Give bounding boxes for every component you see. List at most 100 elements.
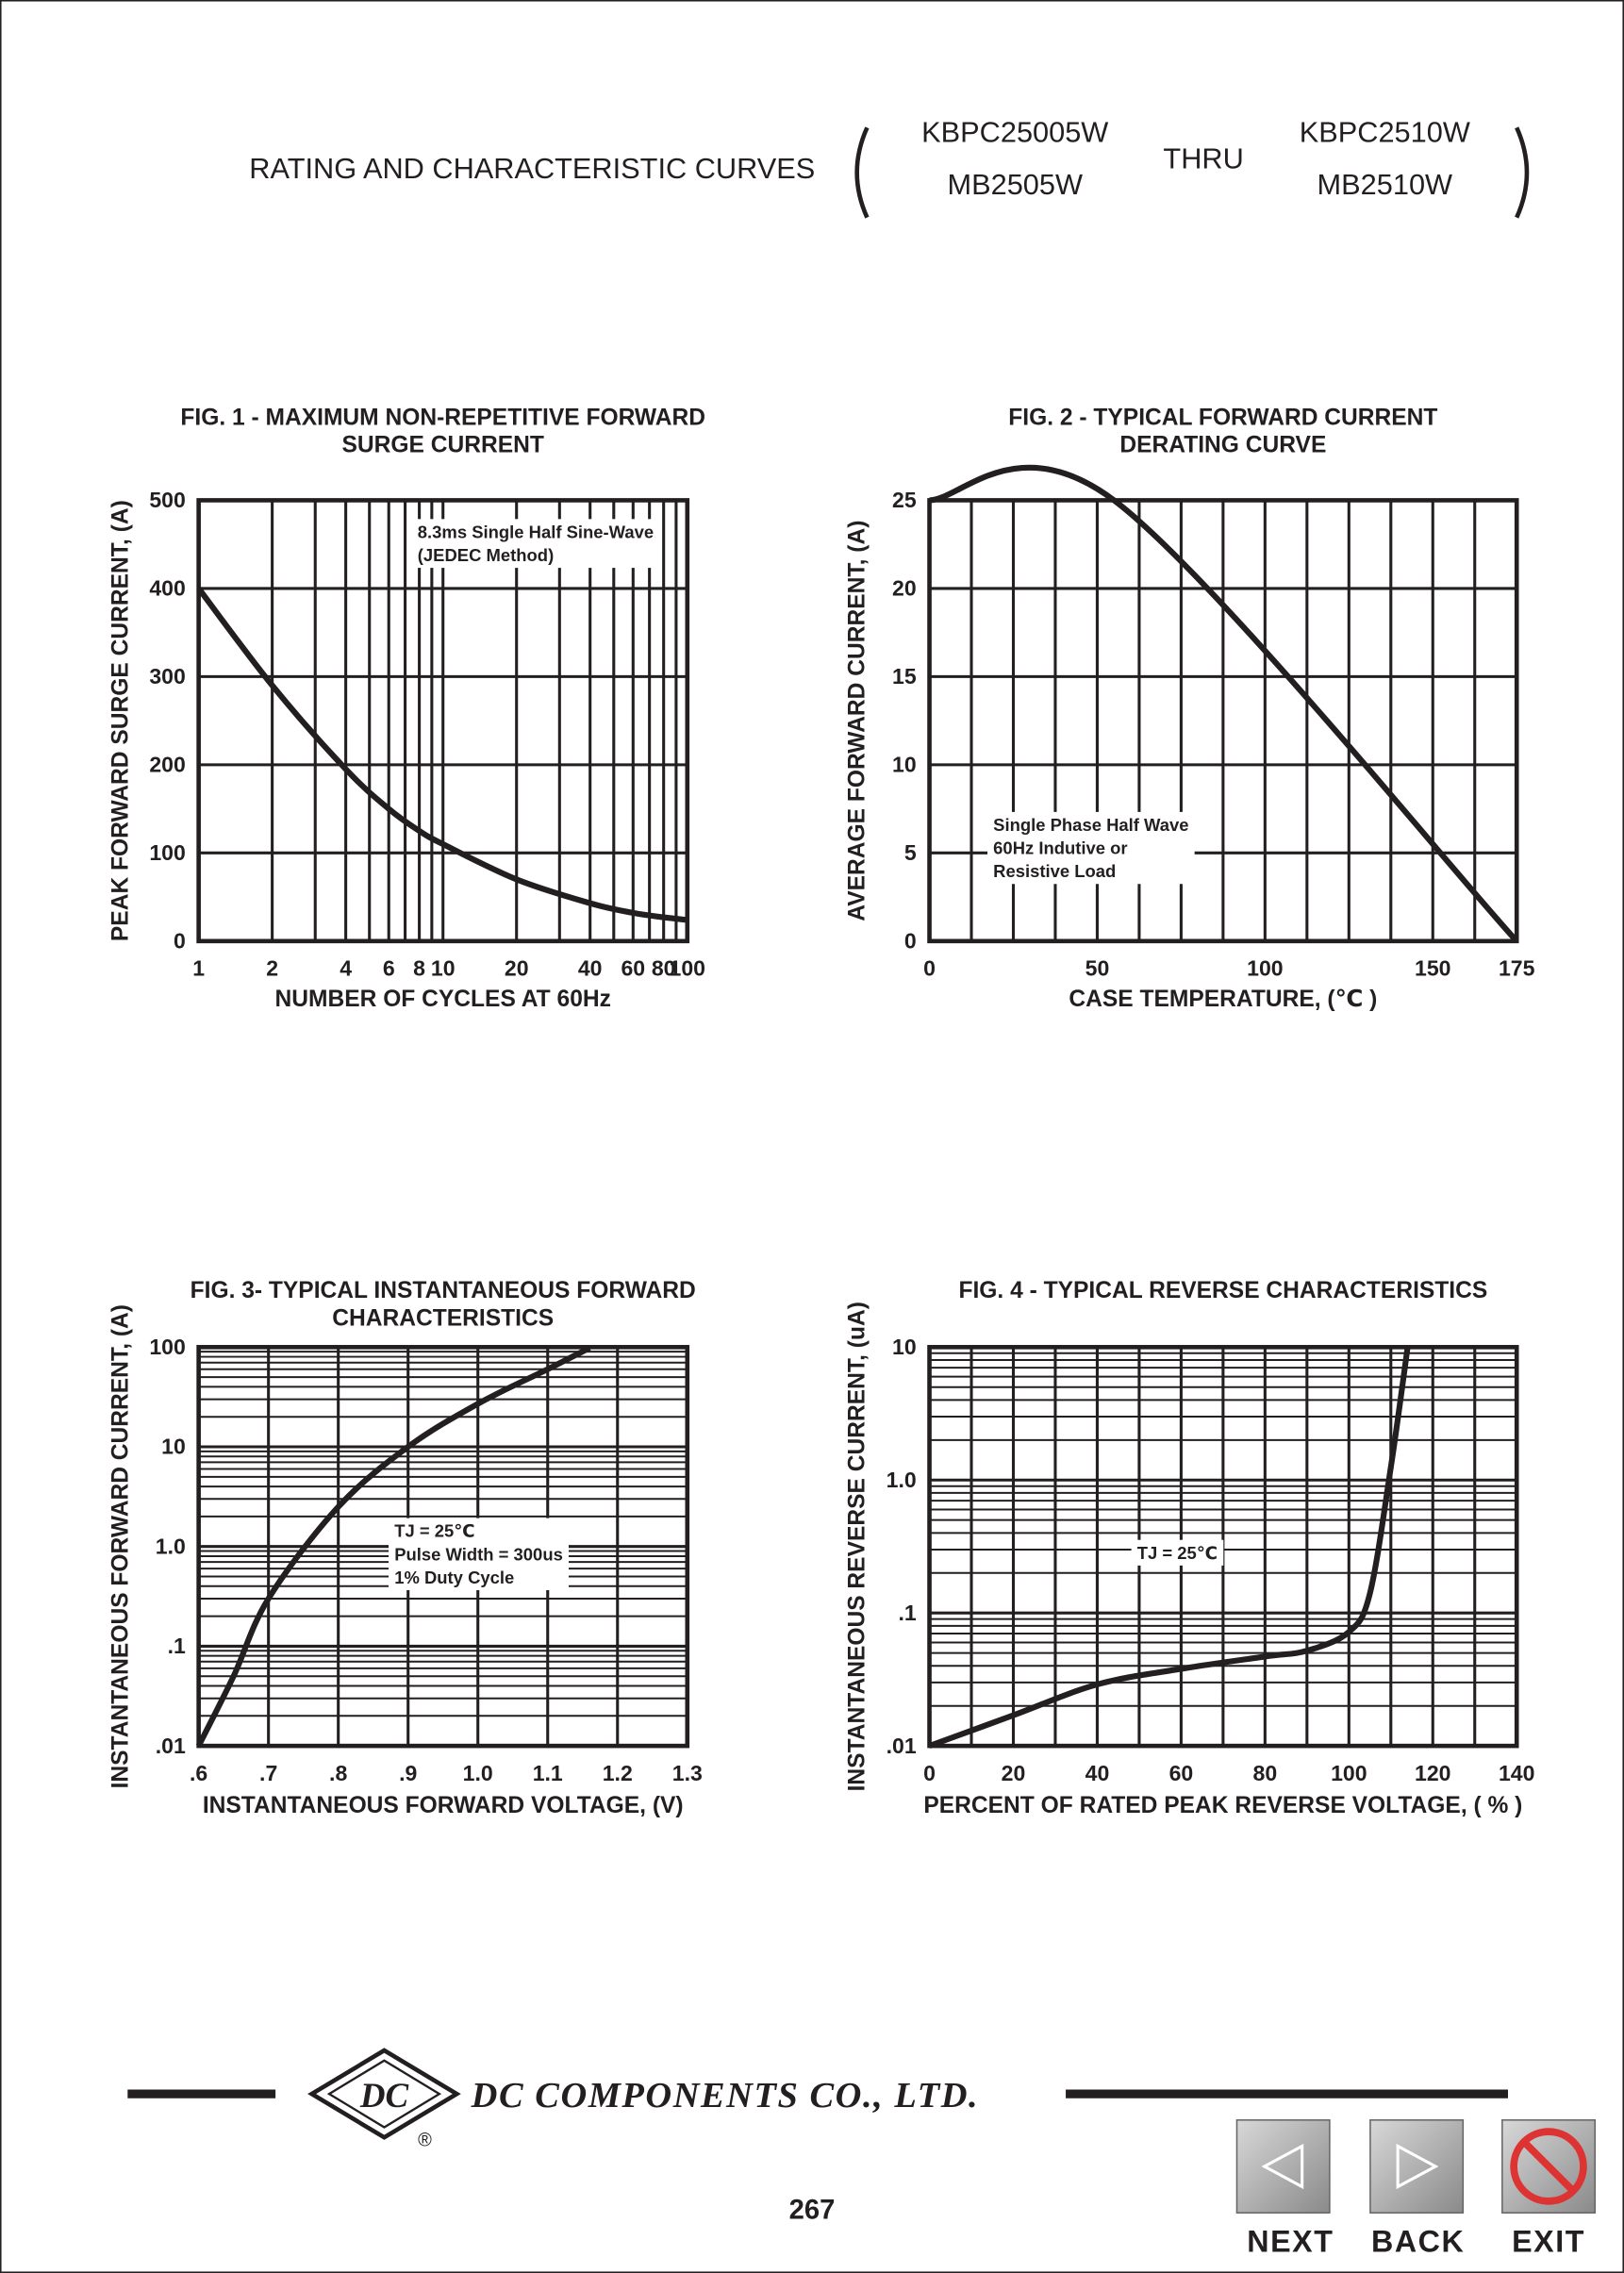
- chart: FIG. 1 - MAXIMUM NON-REPETITIVE FORWARD S…: [108, 405, 705, 1012]
- x-tick-label: 60: [621, 956, 645, 981]
- y-tick-label: .01: [887, 1734, 917, 1758]
- x-tick-label: 0: [923, 956, 936, 981]
- x-tick-label: 100: [1247, 956, 1283, 981]
- button-label[interactable]: NEXT: [1247, 2225, 1334, 2259]
- y-tick-label: 400: [149, 576, 185, 601]
- button-label[interactable]: EXIT: [1512, 2225, 1585, 2259]
- y-tick-label: 10: [161, 1435, 186, 1459]
- plot-frame: [927, 498, 1519, 944]
- x-tick-label: 100: [670, 956, 705, 981]
- logo: DC: [359, 2076, 409, 2115]
- curve: [928, 1346, 1411, 1750]
- charts: FIG. 1 - MAXIMUM NON-REPETITIVE FORWARD S…: [108, 405, 1534, 1817]
- x-tick-label: 8: [413, 956, 425, 981]
- y-tick-label: .1: [168, 1634, 186, 1658]
- y-axis-label: INSTANTANEOUS FORWARD CURRENT, (A): [108, 1304, 133, 1788]
- y-tick-label: 100: [149, 840, 185, 865]
- y-axis-label: INSTANTANEOUS REVERSE CURRENT, (uA): [844, 1302, 870, 1791]
- footer: DC ® DC COMPONENTS CO., LTD. 267 NEXT BA…: [127, 2048, 1597, 2259]
- annotation-bg: [987, 811, 1195, 885]
- x-tick-label: 80: [1253, 1761, 1278, 1785]
- arrow-right[interactable]: [1396, 2143, 1439, 2190]
- annotation-bg: [1131, 1539, 1224, 1566]
- x-tick-label: 6: [383, 956, 395, 981]
- x-tick-label: 1.0: [463, 1761, 493, 1785]
- y-tick-label: 15: [892, 664, 917, 689]
- x-tick-label: 0: [923, 1761, 936, 1785]
- header-title: RATING AND CHARACTERISTIC CURVES: [249, 152, 815, 185]
- exit-button[interactable]: EXIT: [1501, 2119, 1597, 2259]
- chart: FIG. 4 - TYPICAL REVERSE CHARACTERISTICS…: [844, 1278, 1534, 1818]
- y-tick-label: .1: [898, 1601, 916, 1625]
- x-tick-label: 40: [1085, 1761, 1110, 1785]
- chart-title: FIG. 3- TYPICAL INSTANTANEOUS FORWARD: [191, 1278, 696, 1303]
- x-tick-label: 20: [505, 956, 529, 981]
- part-number: KBPC2510W: [1300, 116, 1470, 149]
- part-number: MB2510W: [1317, 168, 1452, 201]
- next-button[interactable]: NEXT: [1235, 2119, 1334, 2259]
- x-tick-label: .7: [259, 1761, 277, 1785]
- curve: [929, 464, 1519, 943]
- annotation-bg: [411, 519, 660, 569]
- company-name: DC COMPONENTS CO., LTD.: [471, 2076, 979, 2115]
- x-tick-label: 4: [340, 956, 352, 981]
- x-axis-label: NUMBER OF CYCLES AT 60Hz: [275, 987, 611, 1012]
- chart-title: DERATING CURVE: [1119, 433, 1326, 458]
- y-tick-label: 0: [174, 929, 186, 954]
- y-tick-label: 5: [904, 840, 917, 865]
- thru: THRU: [1163, 141, 1243, 174]
- button-face[interactable]: [1369, 2119, 1465, 2214]
- annotation-bg: [389, 1518, 569, 1591]
- annotation: TJ = 25℃ Pulse Width = 300us 1% Duty Cycle: [389, 1518, 569, 1591]
- curve: [195, 1345, 591, 1748]
- plot-frame: [196, 498, 690, 944]
- x-tick-label: .9: [399, 1761, 417, 1785]
- x-tick-label: 100: [1331, 1761, 1367, 1785]
- x-tick-label: 60: [1169, 1761, 1194, 1785]
- annotation-text: 1% Duty Cycle: [394, 1568, 514, 1587]
- annotation-text: TJ = 25℃: [394, 1521, 474, 1541]
- button-label[interactable]: BACK: [1371, 2225, 1465, 2259]
- y-tick-label: 20: [892, 576, 917, 601]
- button-face[interactable]: [1235, 2119, 1331, 2214]
- paren-right: [1515, 126, 1530, 219]
- x-tick-label: .8: [329, 1761, 347, 1785]
- x-tick-label: 1.1: [533, 1761, 563, 1785]
- plot-frame: [196, 1345, 690, 1749]
- annotation-text: Single Phase Half Wave: [993, 815, 1188, 835]
- back-button[interactable]: BACK: [1369, 2119, 1465, 2259]
- header: RATING AND CHARACTERISTIC CURVES KBPC250…: [249, 116, 1530, 219]
- x-axis-label: PERCENT OF RATED PEAK REVERSE VOLTAGE, (…: [923, 1793, 1522, 1818]
- x-tick-label: 80: [652, 956, 676, 981]
- y-tick-label: 25: [892, 488, 917, 512]
- y-tick-label: 0: [904, 929, 917, 954]
- x-tick-label: 150: [1415, 956, 1450, 981]
- part-number: MB2505W: [948, 168, 1083, 201]
- x-tick-label: .6: [190, 1761, 207, 1785]
- y-tick-label: 500: [149, 488, 185, 512]
- y-tick-label: 10: [892, 753, 917, 777]
- annotation-text: 60Hz Indutive or: [993, 838, 1127, 858]
- x-tick-label: 20: [1002, 1761, 1026, 1785]
- chart: FIG. 2 - TYPICAL FORWARD CURRENT DERATING…: [844, 405, 1534, 1012]
- x-tick-label: 1.2: [603, 1761, 633, 1785]
- annotation-text: Resistive Load: [993, 861, 1116, 881]
- arrow-left[interactable]: [1261, 2143, 1304, 2190]
- exit-icon[interactable]: [1510, 2128, 1587, 2205]
- page-number: 267: [789, 2195, 836, 2225]
- x-tick-label: 50: [1085, 956, 1110, 981]
- annotation: TJ = 25℃: [1131, 1539, 1224, 1566]
- chart-title: CHARACTERISTICS: [332, 1305, 554, 1331]
- logo-diamond-inner: [326, 2059, 442, 2129]
- annotation: 8.3ms Single Half Sine-Wave (JEDEC Method…: [411, 519, 660, 569]
- x-tick-label: 40: [578, 956, 603, 981]
- annotation-text: (JEDEC Method): [418, 545, 554, 565]
- exit-icon-bar[interactable]: [1521, 2139, 1576, 2194]
- paren-left: [854, 126, 870, 219]
- part-number: KBPC25005W: [921, 116, 1108, 149]
- chart-title: FIG. 2 - TYPICAL FORWARD CURRENT: [1008, 405, 1437, 430]
- y-tick-label: 200: [149, 753, 185, 777]
